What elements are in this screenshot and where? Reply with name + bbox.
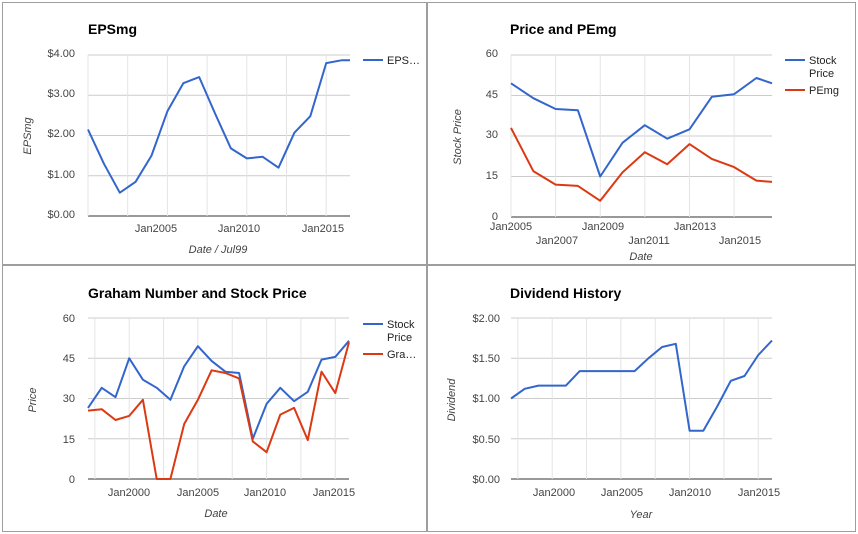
y-axis-ticks: $0.00 $1.00 $2.00 $3.00 $4.00 [47,48,75,221]
x-tick: Jan2015 [313,487,355,499]
y-axis-label: Dividend [446,378,458,422]
x-axis-label: Year [630,509,654,521]
y-tick: $2.00 [472,313,500,325]
x-tick: Jan2015 [302,223,344,235]
x-tick: Jan2000 [533,487,575,499]
y-tick: $0.00 [47,209,75,221]
plot-area [510,339,773,432]
chart-title: EPSmg [88,21,137,37]
x-tick: Jan2010 [244,487,286,499]
y-axis-label: EPSmg [22,116,34,154]
y-tick: 45 [63,353,75,365]
x-tick: Jan2005 [601,487,643,499]
series-line-1 [510,77,773,178]
legend: Stock Price Gra… [363,319,418,361]
chart-panel-dividend: Dividend History $0.00 $0.50 $1.00 $1.50… [427,265,856,532]
y-axis-ticks: $0.00 $0.50 $1.00 $1.50 $2.00 [472,313,500,486]
x-tick: Jan2015 [719,235,761,247]
x-tick: Jan2015 [738,487,780,499]
series-line-1 [87,59,350,194]
chart-panel-graham: Graham Number and Stock Price 0 15 30 45… [2,265,427,532]
y-tick: $0.50 [472,434,500,446]
series-line-1 [510,339,773,432]
legend: Stock Price PEmg [785,55,840,97]
plot-area [87,340,350,480]
chart-panel-price-pemg: Price and PEmg 0 15 30 45 60 Jan2005 Jan… [427,2,856,265]
y-tick: 30 [63,393,75,405]
legend-label: Gra… [387,349,416,361]
legend-label: PEmg [809,85,839,97]
y-tick: $2.00 [47,128,75,140]
y-tick: 15 [486,170,498,182]
x-tick: Jan2007 [536,235,578,247]
chart-graham: Graham Number and Stock Price 0 15 30 45… [27,285,418,520]
y-axis-ticks: 0 15 30 45 60 [63,313,75,486]
grid [88,317,349,480]
y-axis-ticks: 0 15 30 45 60 [486,48,498,223]
x-tick: Jan2005 [177,487,219,499]
series-line-2 [510,127,773,202]
chart-title: Graham Number and Stock Price [88,285,307,301]
y-tick: $1.00 [47,169,75,181]
y-axis-label: Stock Price [452,109,464,165]
x-tick: Jan2010 [669,487,711,499]
legend-label-line: Price [387,332,412,344]
x-tick: Jan2013 [674,221,716,233]
legend-label-line: Stock [809,55,837,67]
x-tick: Jan2000 [108,487,150,499]
x-tick: Jan2005 [135,223,177,235]
chart-title: Dividend History [510,285,621,301]
x-tick: Jan2009 [582,221,624,233]
x-tick: Jan2010 [218,223,260,235]
x-tick: Jan2005 [490,221,532,233]
plot-area [87,59,350,194]
grid [87,54,350,217]
chart-epsmg: EPSmg $0.00 $1.00 $2.00 $3.00 $4.00 Jan2… [22,21,420,256]
legend-label-line: Stock [387,319,415,331]
chart-title: Price and PEmg [510,21,617,37]
y-tick: 60 [63,313,75,325]
x-axis-ticks: Jan2000 Jan2005 Jan2010 Jan2015 [533,487,780,499]
x-axis-ticks: Jan2000 Jan2005 Jan2010 Jan2015 [108,487,355,499]
y-tick: 0 [69,474,75,486]
x-axis-ticks: Jan2005 Jan2009 Jan2013 Jan2007 Jan2011 … [490,221,761,247]
y-tick: 15 [63,434,75,446]
y-tick: 60 [486,48,498,60]
x-axis-label: Date [629,251,652,263]
y-tick: 45 [486,89,498,101]
series-line-2 [87,341,350,480]
y-axis-label: Price [27,387,39,412]
y-tick: $1.50 [472,353,500,365]
legend-label: Stock Price [809,55,840,80]
y-tick: $4.00 [47,48,75,60]
plot-area [510,77,773,202]
chart-dividend: Dividend History $0.00 $0.50 $1.00 $1.50… [446,285,780,521]
x-axis-label: Date / Jul99 [189,244,248,256]
legend-label: Stock Price [387,319,418,344]
y-tick: $1.00 [472,393,500,405]
chart-panel-epsmg: EPSmg $0.00 $1.00 $2.00 $3.00 $4.00 Jan2… [2,2,427,265]
y-tick: $3.00 [47,88,75,100]
legend-label: EPS… [387,55,420,67]
y-tick: 30 [486,129,498,141]
legend: EPS… [363,55,420,67]
grid [511,317,772,480]
y-tick: 0 [492,211,498,223]
grid [510,54,772,218]
series-line-1 [87,340,350,440]
x-tick: Jan2011 [628,235,669,247]
y-tick: $0.00 [472,474,500,486]
x-axis-label: Date [204,508,227,520]
x-axis-ticks: Jan2005 Jan2010 Jan2015 [135,223,344,235]
legend-label-line: Price [809,68,834,80]
chart-price-pemg: Price and PEmg 0 15 30 45 60 Jan2005 Jan… [452,21,840,263]
